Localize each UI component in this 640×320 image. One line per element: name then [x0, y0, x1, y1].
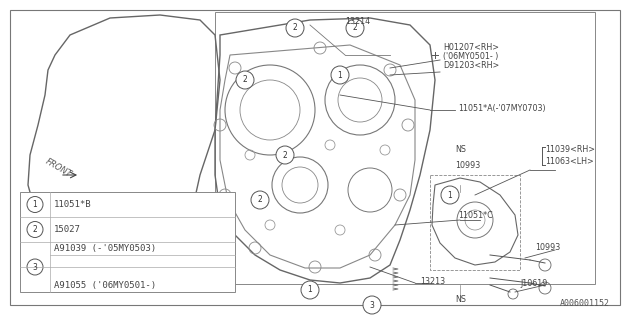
Text: 11051*B: 11051*B	[54, 200, 92, 209]
Circle shape	[27, 196, 43, 212]
Text: A006001152: A006001152	[560, 299, 610, 308]
Text: 1: 1	[33, 200, 37, 209]
Text: A91055 ('06MY0501-): A91055 ('06MY0501-)	[54, 281, 156, 290]
Text: 2: 2	[283, 150, 287, 159]
Text: 1: 1	[447, 190, 452, 199]
Text: 15027: 15027	[54, 225, 81, 234]
Text: D91203<RH>: D91203<RH>	[443, 61, 499, 70]
Circle shape	[286, 19, 304, 37]
Circle shape	[363, 296, 381, 314]
Text: 11063<LH>: 11063<LH>	[545, 157, 594, 166]
Text: 3: 3	[369, 300, 374, 309]
Circle shape	[331, 66, 349, 84]
Circle shape	[27, 221, 43, 237]
Circle shape	[236, 71, 254, 89]
Bar	[215, 12, 595, 284]
Circle shape	[276, 146, 294, 164]
Text: A91039 (-'05MY0503): A91039 (-'05MY0503)	[54, 244, 156, 253]
Text: ('06MY0501- ): ('06MY0501- )	[443, 52, 499, 61]
Bar	[430, 175, 520, 270]
Text: 10993: 10993	[455, 161, 480, 170]
Text: 11051*C: 11051*C	[458, 211, 493, 220]
Text: 11051*A(-'07MY0703): 11051*A(-'07MY0703)	[458, 103, 546, 113]
Text: J10619: J10619	[520, 278, 547, 287]
Text: 13214: 13214	[345, 18, 370, 27]
Circle shape	[301, 281, 319, 299]
Text: 1: 1	[338, 70, 342, 79]
Text: H01207<RH>: H01207<RH>	[443, 44, 499, 52]
Text: NS: NS	[455, 295, 466, 305]
Text: 11039<RH>: 11039<RH>	[545, 146, 595, 155]
Circle shape	[441, 186, 459, 204]
Circle shape	[27, 259, 43, 275]
Text: 10993: 10993	[535, 244, 560, 252]
Text: 2: 2	[33, 225, 37, 234]
Circle shape	[346, 19, 364, 37]
Text: 13213: 13213	[420, 277, 445, 286]
Text: 2: 2	[258, 196, 262, 204]
Text: 3: 3	[33, 262, 37, 271]
Text: 2: 2	[353, 23, 357, 33]
Text: 2: 2	[292, 23, 298, 33]
Circle shape	[251, 191, 269, 209]
Text: FRONT: FRONT	[44, 157, 73, 179]
Bar	[20, 192, 235, 292]
Text: NS: NS	[455, 146, 466, 155]
Text: 2: 2	[243, 76, 248, 84]
Text: 1: 1	[308, 285, 312, 294]
